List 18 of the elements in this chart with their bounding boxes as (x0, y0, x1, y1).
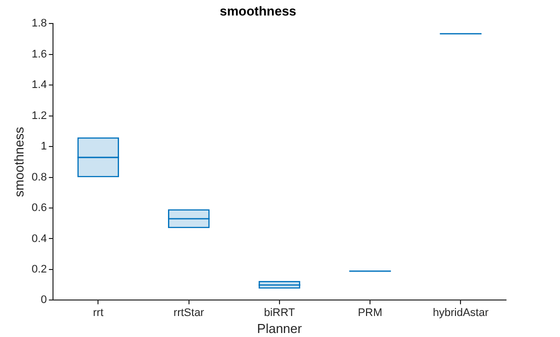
x-axis-title: Planner (257, 320, 303, 336)
x-tick-label: rrt (93, 306, 104, 319)
x-tick-label: hybridAstar (432, 306, 489, 319)
y-axis-title: smoothness (11, 126, 26, 197)
x-tick-label: PRM (358, 306, 382, 319)
y-tick-label: 0.6 (32, 202, 47, 214)
y-tick-label: 0.4 (32, 232, 47, 245)
y-tick-label: 0.8 (32, 171, 47, 184)
y-tick-label: 0 (40, 294, 47, 306)
y-tick-label: 0.2 (32, 264, 47, 276)
y-tick-label: 1.4 (32, 79, 47, 92)
y-tick-label: 1 (40, 140, 47, 153)
y-tick-label: 1.8 (32, 18, 47, 30)
x-tick-label: biRRT (264, 306, 296, 319)
y-tick-label: 1.6 (32, 48, 47, 60)
x-tick-label: rrtStar (174, 306, 204, 319)
chart-title: smoothness (220, 3, 296, 18)
y-tick-label: 1.2 (32, 110, 47, 122)
